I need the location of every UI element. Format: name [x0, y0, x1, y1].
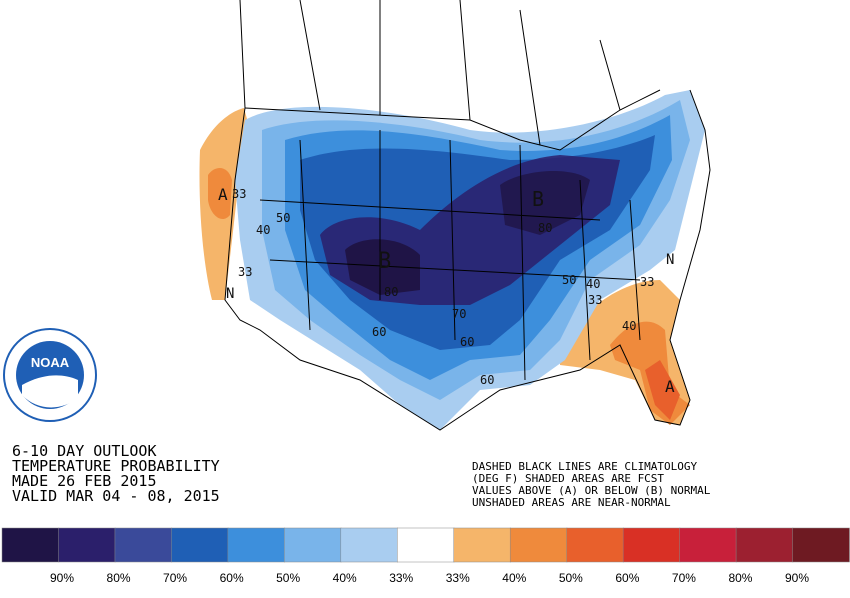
legend-swatch [566, 527, 624, 563]
map-label: 60 [372, 325, 386, 339]
legend-swatch [1, 527, 60, 563]
header-line: MADE 26 FEB 2015 [12, 472, 157, 490]
map-label: A [218, 185, 228, 204]
map-shading [199, 90, 705, 430]
map-label: 40 [622, 319, 636, 333]
legend-swatch [622, 527, 681, 563]
note-line: (DEG F) SHADED AREAS ARE FCST [472, 472, 664, 485]
map-label: 33 [588, 293, 602, 307]
header-line: VALID MAR 04 - 08, 2015 [12, 487, 220, 505]
map-label: 60 [460, 335, 474, 349]
map-label: 33 [238, 265, 252, 279]
legend-label: 70% [672, 571, 696, 585]
legend-swatch [453, 527, 511, 563]
map-label: 50 [562, 273, 576, 287]
map-label: 33 [232, 187, 246, 201]
map-label: 50 [276, 211, 290, 225]
noaa-logo: NOAA [3, 328, 97, 422]
legend-swatch [58, 527, 116, 563]
legend-swatch [509, 527, 568, 563]
header-line: 6-10 DAY OUTLOOK [12, 442, 157, 460]
legend-swatch [114, 527, 173, 563]
map-label: 40 [586, 277, 600, 291]
map-label: 40 [256, 223, 270, 237]
legend-swatch [679, 527, 737, 563]
header-line: TEMPERATURE PROBABILITY [12, 457, 220, 475]
map-label: 70 [452, 307, 466, 321]
legend-label: 90% [50, 571, 74, 585]
map-label: B [378, 249, 391, 274]
legend-label: 70% [163, 571, 187, 585]
legend-label: 33% [389, 571, 413, 585]
map-label: N [226, 286, 234, 302]
legend-swatch [227, 527, 286, 563]
legend-label: 40% [333, 571, 357, 585]
map-label: N [666, 252, 674, 268]
map-label: 80 [384, 285, 398, 299]
map-label: 33 [640, 275, 654, 289]
note-line: UNSHADED AREAS ARE NEAR-NORMAL [472, 496, 671, 509]
legend-label: 40% [502, 571, 526, 585]
logo-text: NOAA [31, 355, 70, 370]
map-label: B [532, 187, 544, 211]
legend-swatch [735, 527, 794, 563]
map-label: A [665, 377, 675, 396]
legend-label: 60% [220, 571, 244, 585]
note-line: DASHED BLACK LINES ARE CLIMATOLOGY [472, 460, 698, 473]
boundaries [224, 0, 711, 431]
legend-swatch [397, 527, 455, 563]
legend-swatch [171, 527, 229, 563]
legend-swatch [284, 527, 342, 563]
note-line: VALUES ABOVE (A) OR BELOW (B) NORMAL [472, 484, 711, 497]
legend-label: 80% [107, 571, 131, 585]
legend-label: 90% [785, 571, 809, 585]
map-label: 60 [480, 373, 494, 387]
legend-label: 50% [559, 571, 583, 585]
legend-label: 60% [615, 571, 639, 585]
legend-label: 80% [728, 571, 752, 585]
legend-swatch [792, 527, 850, 563]
map-label: 80 [538, 221, 552, 235]
legend-label: 33% [446, 571, 470, 585]
legend-label: 50% [276, 571, 300, 585]
legend-swatch [340, 527, 399, 563]
